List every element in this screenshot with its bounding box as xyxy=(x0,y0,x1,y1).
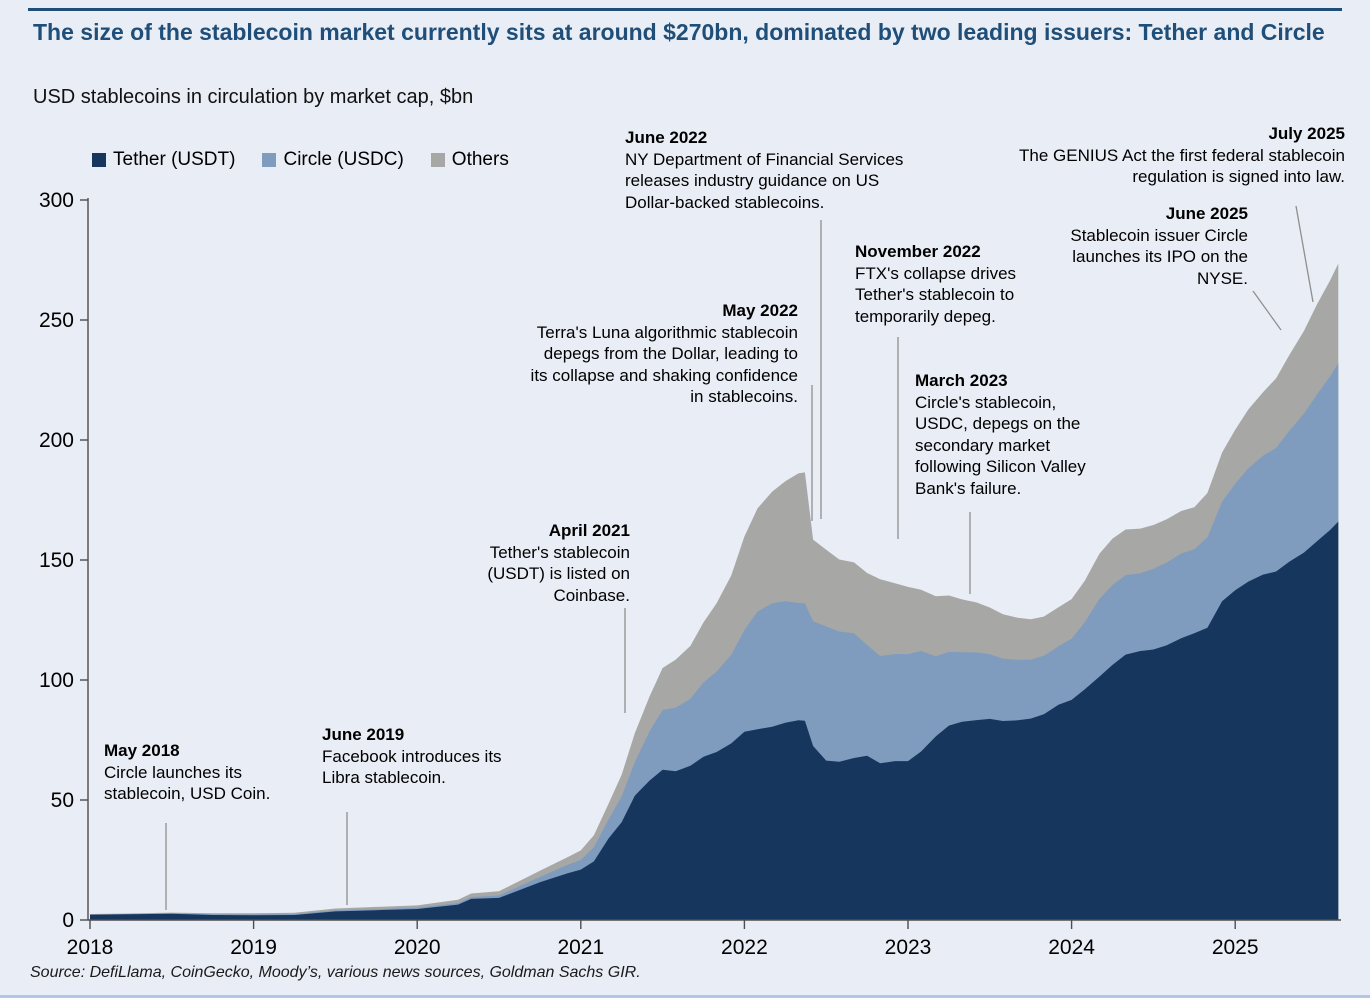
legend-item-others: Others xyxy=(430,149,509,171)
annotation-text: Tether's stablecoin (USDT) is listed on … xyxy=(487,542,630,605)
y-tick-label: 250 xyxy=(39,309,74,332)
chart-legend: Tether (USDT) Circle (USDC) Others xyxy=(92,149,509,171)
x-tick-label: 2025 xyxy=(1212,936,1259,959)
annotation-may-2022: May 2022 Terra's Luna algorithmic stable… xyxy=(523,300,798,408)
legend-item-circle: Circle (USDC) xyxy=(262,149,404,171)
annotation-july-2025: July 2025 The GENIUS Act the first feder… xyxy=(1003,123,1345,188)
annotation-leaders xyxy=(165,205,1314,910)
x-tick-label: 2023 xyxy=(885,936,932,959)
annotation-june-2025: June 2025 Stablecoin issuer Circle launc… xyxy=(1040,203,1248,289)
annotation-text: Terra's Luna algorithmic stablecoin depe… xyxy=(530,322,798,407)
legend-item-tether: Tether (USDT) xyxy=(92,149,235,171)
annotation-november-2022: November 2022 FTX's collapse drives Teth… xyxy=(855,241,1060,327)
x-tick-label: 2020 xyxy=(394,936,441,959)
leader-june-2025 xyxy=(1252,290,1282,331)
axes: 0 50 100 150 200 250 300 2018 2019 2020 2021 2022 20… xyxy=(39,189,1341,959)
top-border-rule xyxy=(28,8,1342,11)
x-tick-label: 2022 xyxy=(721,936,768,959)
annotation-may-2018: May 2018 Circle launches its stablecoin,… xyxy=(104,740,304,805)
x-tick-label: 2019 xyxy=(230,936,277,959)
y-tick-label: 0 xyxy=(62,909,74,932)
x-tick-label: 2024 xyxy=(1048,936,1095,959)
annotation-date: April 2021 xyxy=(548,521,630,540)
legend-label-circle: Circle (USDC) xyxy=(283,149,404,170)
area-tether-usdt- xyxy=(90,521,1339,920)
tether-swatch-icon xyxy=(92,153,106,167)
annotation-text: Facebook introduces its Libra stablecoin… xyxy=(322,746,502,788)
annotation-date: May 2022 xyxy=(722,301,798,320)
y-tick-label: 50 xyxy=(51,789,74,812)
others-swatch-icon xyxy=(430,153,445,167)
y-tick-label: 200 xyxy=(39,429,74,452)
leader-july-2025 xyxy=(1295,205,1314,303)
annotation-date: May 2018 xyxy=(104,741,180,760)
chart-subtitle: USD stablecoins in circulation by market… xyxy=(33,86,474,108)
annotation-date: March 2023 xyxy=(915,371,1008,390)
annotation-date: June 2025 xyxy=(1165,204,1248,223)
x-tick-label: 2018 xyxy=(67,936,114,959)
stacked-areas xyxy=(90,263,1339,921)
y-tick-label: 150 xyxy=(39,549,74,572)
y-tick-label: 300 xyxy=(39,189,74,212)
bottom-border-rule xyxy=(0,995,1370,998)
page-title: The size of the stablecoin market curren… xyxy=(33,19,1325,45)
source-note: Source: DefiLlama, CoinGecko, Moody’s, v… xyxy=(30,964,641,981)
legend-label-tether: Tether (USDT) xyxy=(113,149,236,170)
annotation-text: Circle's stablecoin, USDC, depegs on the… xyxy=(915,392,1086,498)
annotation-text: Circle launches its stablecoin, USD Coin… xyxy=(104,762,271,804)
annotation-date: July 2025 xyxy=(1268,124,1345,143)
annotation-april-2021: April 2021 Tether's stablecoin (USDT) is… xyxy=(455,520,630,606)
annotation-june-2022: June 2022 NY Department of Financial Ser… xyxy=(625,127,917,213)
annotation-date: June 2022 xyxy=(625,128,708,147)
annotation-text: The GENIUS Act the first federal stablec… xyxy=(1019,145,1345,187)
annotation-date: November 2022 xyxy=(855,242,981,261)
annotation-june-2019: June 2019 Facebook introduces its Libra … xyxy=(322,724,502,789)
annotation-text: Stablecoin issuer Circle launches its IP… xyxy=(1070,225,1248,288)
x-tick-label: 2021 xyxy=(557,936,604,959)
annotation-text: NY Department of Financial Services rele… xyxy=(625,149,904,212)
annotation-date: June 2019 xyxy=(322,725,405,744)
annotation-march-2023: March 2023 Circle's stablecoin, USDC, de… xyxy=(915,370,1110,499)
y-tick-label: 100 xyxy=(39,669,74,692)
annotation-text: FTX's collapse drives Tether's stablecoi… xyxy=(855,263,1017,326)
circle-swatch-icon xyxy=(262,153,277,167)
legend-label-others: Others xyxy=(451,149,509,170)
